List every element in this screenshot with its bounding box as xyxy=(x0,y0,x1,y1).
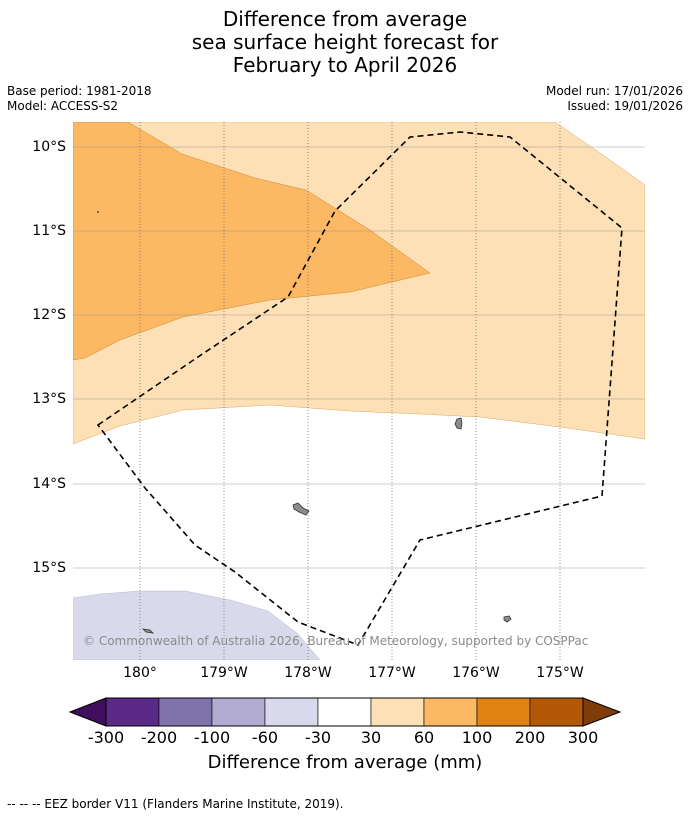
colorbar-extend-low xyxy=(68,697,107,727)
colorbar-swatch xyxy=(370,697,425,727)
metadata-left: Base period: 1981-2018 Model: ACCESS-S2 xyxy=(7,84,152,114)
colorbar-label-neg300: -300 xyxy=(87,728,125,747)
colorbar-swatch xyxy=(264,697,319,727)
contour-neg30-neg60 xyxy=(73,590,321,660)
lon-label-176w: 176°W xyxy=(452,665,500,681)
colorbar-swatch xyxy=(423,697,478,727)
eez-legend: -- -- -- EEZ border V11 (Flanders Marine… xyxy=(7,797,344,811)
colorbar-frame xyxy=(105,697,584,727)
colorbar-label-60: 60 xyxy=(413,728,435,747)
title-line-2: sea surface height forecast for xyxy=(191,30,499,54)
colorbar-swatch xyxy=(105,697,160,727)
lon-label-180: 180° xyxy=(123,665,157,681)
lat-label-13s: 13°S xyxy=(32,391,66,407)
base-period: Base period: 1981-2018 xyxy=(7,84,152,98)
grid-lines xyxy=(73,122,645,660)
colorbar-swatch xyxy=(317,697,372,727)
eez-border xyxy=(96,131,623,646)
colorbar-label-neg30: -30 xyxy=(304,728,332,747)
chart-title: Difference from average sea surface heig… xyxy=(0,8,690,77)
lon-label-179w: 179°W xyxy=(200,665,248,681)
colorbar-label-neg60: -60 xyxy=(251,728,279,747)
lat-label-15s: 15°S xyxy=(32,560,66,576)
colorbar-label-30: 30 xyxy=(360,728,382,747)
colorbar-swatches xyxy=(68,697,622,727)
lon-label-175w: 175°W xyxy=(536,665,584,681)
lon-label-178w: 178°W xyxy=(284,665,332,681)
lat-label-14s: 14°S xyxy=(32,476,66,492)
metadata-right: Model run: 17/01/2026 Issued: 19/01/2026 xyxy=(546,84,683,114)
model-run: Model run: 17/01/2026 xyxy=(545,84,683,98)
colorbar-label-300: 300 xyxy=(567,728,599,747)
island xyxy=(97,211,99,213)
attribution: © Commonwealth of Australia 2026, Bureau… xyxy=(83,634,588,648)
lat-label-10s: 10°S xyxy=(32,139,66,155)
title-line-1: Difference from average xyxy=(222,7,468,31)
model-name: Model: ACCESS-S2 xyxy=(7,99,119,113)
island xyxy=(141,628,155,634)
contour-60-100 xyxy=(73,122,431,361)
colorbar-swatch xyxy=(476,697,531,727)
colorbar-title: Difference from average (mm) xyxy=(207,752,483,773)
colorbar-swatch xyxy=(211,697,266,727)
colorbar-swatch xyxy=(529,697,584,727)
islands xyxy=(97,211,512,634)
lat-label-12s: 12°S xyxy=(32,307,66,323)
title-line-3: February to April 2026 xyxy=(232,53,458,77)
colorbar-extend-high xyxy=(582,697,622,727)
island xyxy=(454,417,463,430)
island xyxy=(292,502,310,516)
colorbar-label-neg100: -100 xyxy=(193,728,231,747)
lat-label-11s: 11°S xyxy=(32,223,66,239)
colorbar-swatch xyxy=(158,697,213,727)
map-area xyxy=(73,122,645,660)
colorbar-label-neg200: -200 xyxy=(140,728,178,747)
lon-label-177w: 177°W xyxy=(368,665,416,681)
colorbar-label-200: 200 xyxy=(514,728,546,747)
issued-date: Issued: 19/01/2026 xyxy=(567,99,683,113)
colorbar-label-100: 100 xyxy=(461,728,493,747)
island xyxy=(503,615,512,623)
